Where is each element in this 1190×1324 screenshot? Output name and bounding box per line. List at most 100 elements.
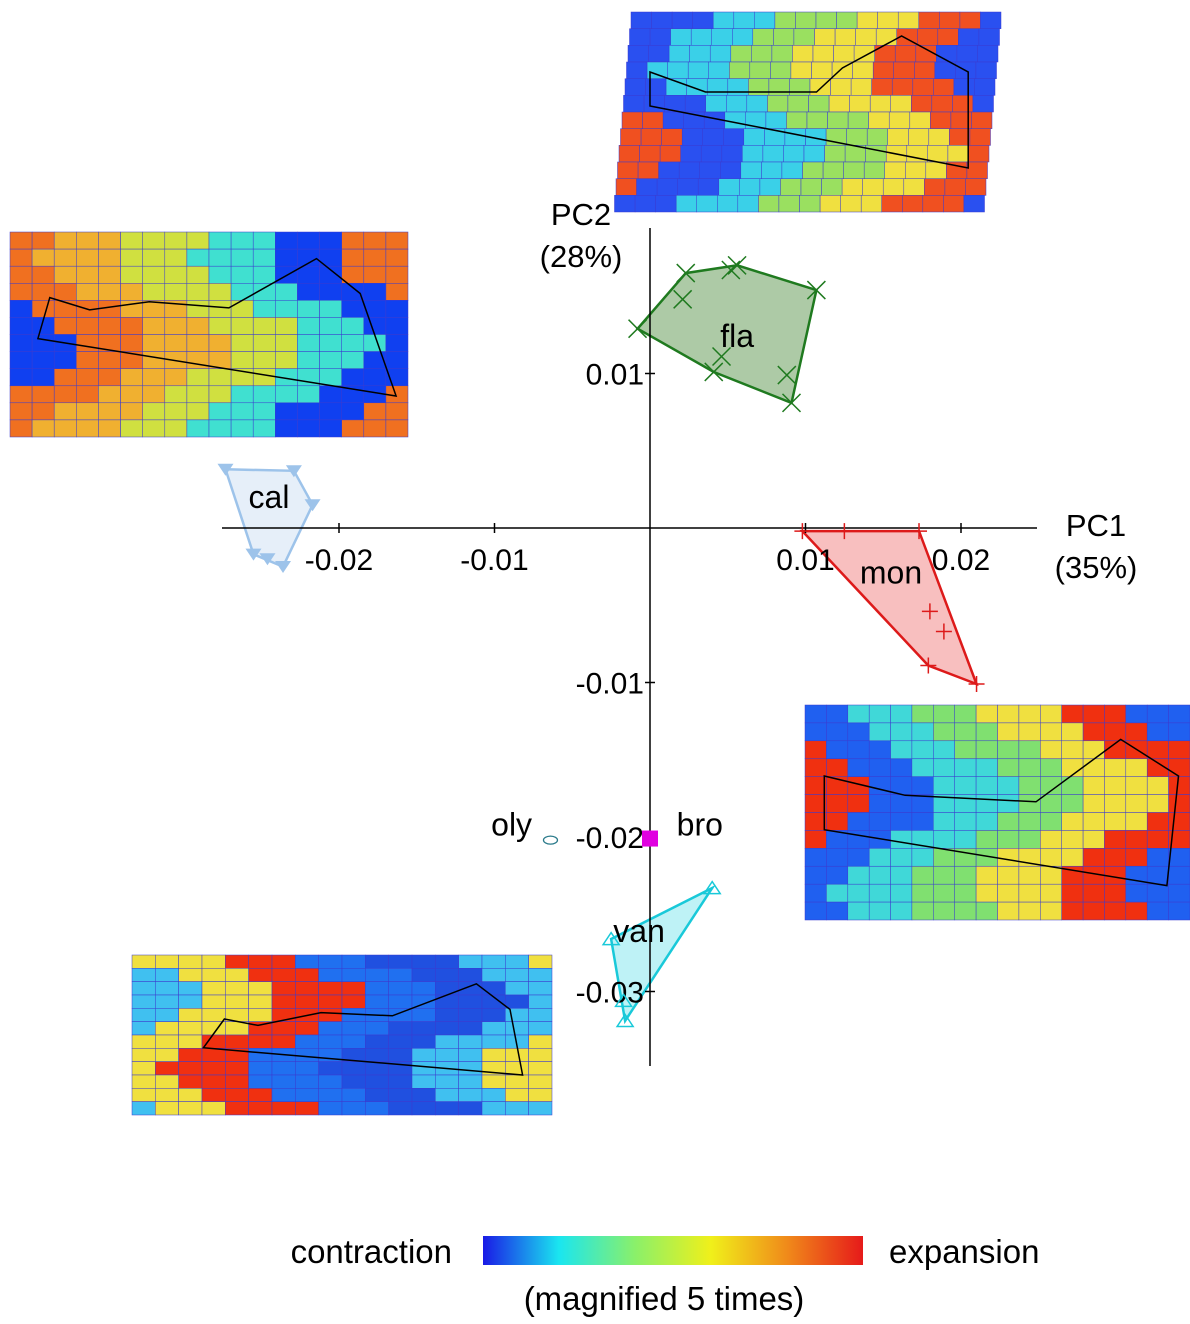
grid-cell bbox=[762, 145, 784, 163]
grid-cell bbox=[319, 402, 342, 421]
grid-cell bbox=[997, 812, 1020, 831]
grid-cell bbox=[730, 45, 752, 63]
grid-cell bbox=[846, 128, 868, 146]
grid-cell bbox=[505, 994, 529, 1009]
grid-cell bbox=[740, 161, 762, 179]
grid-cell bbox=[385, 402, 409, 421]
grid-cell bbox=[458, 1021, 483, 1036]
grid-cell bbox=[1125, 704, 1148, 724]
grid-cell bbox=[1082, 758, 1105, 777]
grid-cell bbox=[1168, 848, 1190, 867]
grid-cell bbox=[319, 300, 342, 318]
grid-cell bbox=[712, 11, 735, 29]
grid-cell bbox=[528, 994, 553, 1009]
deformation-grid-bottom-left bbox=[131, 954, 553, 1116]
grid-cell bbox=[186, 283, 210, 301]
grid-cell bbox=[826, 883, 849, 903]
grid-cell bbox=[155, 1008, 179, 1022]
grid-cell bbox=[208, 231, 232, 250]
grid-cell bbox=[275, 334, 298, 352]
grid-cell bbox=[947, 145, 969, 163]
grid-cell bbox=[271, 1088, 296, 1102]
grid-cell bbox=[458, 1048, 483, 1062]
grid-cell bbox=[1018, 901, 1041, 921]
grid-cell bbox=[826, 722, 849, 742]
grid-cell bbox=[662, 111, 684, 129]
grid-cell bbox=[458, 1088, 483, 1102]
grid-cell bbox=[1125, 848, 1148, 867]
grid-cell bbox=[178, 1008, 203, 1022]
grid-cell bbox=[76, 317, 99, 335]
grid-cell bbox=[208, 419, 232, 438]
point-bro bbox=[642, 830, 658, 847]
grid-cell bbox=[894, 45, 917, 63]
grid-cell bbox=[670, 28, 692, 46]
grid-cell bbox=[76, 265, 99, 284]
point-mon bbox=[911, 523, 928, 540]
point-fla bbox=[781, 393, 802, 413]
point-van bbox=[615, 1013, 635, 1028]
grid-cell bbox=[142, 334, 166, 352]
grid-cell bbox=[1082, 901, 1105, 921]
grid-cell bbox=[297, 283, 320, 301]
grid-cell bbox=[974, 78, 996, 96]
grid-cell bbox=[341, 1074, 366, 1089]
grid-cell bbox=[1146, 866, 1169, 885]
grid-cell bbox=[871, 78, 893, 96]
grid-cell bbox=[363, 265, 387, 284]
grid-cell bbox=[706, 78, 729, 96]
grid-cell bbox=[890, 740, 913, 759]
grid-cell bbox=[131, 1101, 156, 1116]
grid-cell bbox=[528, 1074, 553, 1089]
grid-cell bbox=[841, 178, 863, 196]
grid-cell bbox=[761, 161, 783, 179]
grid-cell bbox=[481, 954, 506, 969]
grid-cell bbox=[295, 1034, 319, 1049]
grid-cell bbox=[681, 128, 704, 146]
grid-cell bbox=[252, 368, 276, 387]
group-label-mon: mon bbox=[860, 555, 922, 591]
grid-cell bbox=[1104, 901, 1127, 921]
grid-cell bbox=[164, 385, 188, 404]
y-tick-label: 0.01 bbox=[586, 359, 644, 392]
grid-cell bbox=[624, 78, 646, 96]
x-axis-title-pct: (35%) bbox=[1055, 550, 1138, 585]
grid-cell bbox=[252, 402, 276, 421]
grid-cell bbox=[275, 300, 298, 318]
grid-cell bbox=[997, 740, 1020, 759]
grid-cell bbox=[31, 265, 55, 284]
grid-cell bbox=[933, 758, 955, 777]
grid-cell bbox=[201, 1074, 226, 1089]
grid-cell bbox=[1018, 740, 1041, 759]
grid-cell bbox=[505, 1048, 529, 1062]
grid-cell bbox=[640, 128, 662, 146]
shape-outline bbox=[202, 982, 524, 1076]
grid-cell bbox=[927, 145, 949, 163]
grid-cell bbox=[155, 1048, 179, 1062]
grid-cell bbox=[458, 981, 483, 996]
grid-cell bbox=[505, 1088, 529, 1102]
grid-cell bbox=[890, 722, 913, 742]
grid-cell bbox=[186, 265, 210, 284]
grid-cell bbox=[275, 283, 298, 301]
grid-cell bbox=[142, 351, 166, 369]
grid-cell bbox=[131, 968, 156, 982]
grid-cell bbox=[411, 1021, 436, 1036]
grid-cell bbox=[1018, 794, 1041, 813]
grid-cell bbox=[1040, 866, 1062, 885]
grid-cell bbox=[155, 1034, 179, 1049]
grid-cell bbox=[975, 830, 998, 849]
grid-cell bbox=[201, 1101, 226, 1116]
grid-cell bbox=[997, 722, 1020, 742]
grid-cell bbox=[178, 968, 203, 982]
grid-cell bbox=[363, 283, 387, 301]
grid-cell bbox=[1104, 830, 1127, 849]
grid-cell bbox=[754, 11, 776, 29]
grid-cell bbox=[230, 385, 254, 404]
grid-cell bbox=[826, 740, 849, 759]
grid-cell bbox=[155, 1101, 179, 1116]
point-fla bbox=[806, 280, 826, 300]
grid-cell bbox=[528, 1088, 553, 1102]
group-label-fla: fla bbox=[720, 318, 754, 354]
grid-cell bbox=[639, 145, 661, 163]
